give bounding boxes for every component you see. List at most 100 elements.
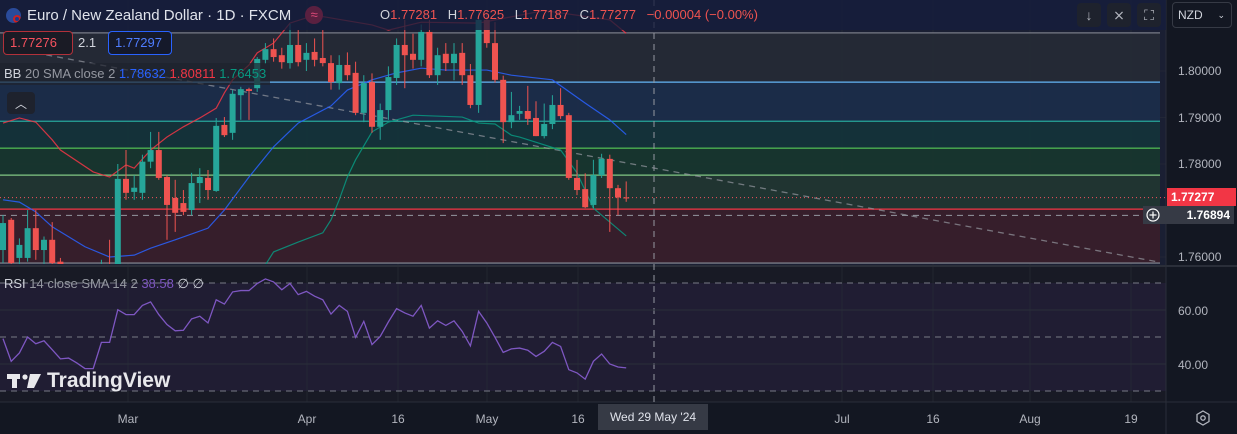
candle bbox=[492, 22, 498, 83]
candle-body bbox=[410, 53, 416, 60]
level-zone-fill bbox=[0, 121, 1160, 149]
sell-price: 1.77276 bbox=[10, 35, 57, 50]
candle-body bbox=[287, 44, 293, 64]
spread-value: 2.1 bbox=[78, 35, 97, 50]
time-label: 16 bbox=[926, 412, 940, 426]
candle bbox=[229, 90, 236, 140]
rsi-ma-value: ∅ bbox=[177, 276, 189, 291]
candle-body bbox=[598, 158, 605, 176]
close-value: 1.77277 bbox=[589, 7, 637, 22]
candle-body bbox=[295, 44, 302, 63]
close-key: C bbox=[579, 7, 590, 22]
candle-body bbox=[24, 228, 31, 258]
fullscreen-button[interactable]: ⛶ bbox=[1137, 3, 1161, 27]
candle-body bbox=[508, 115, 515, 123]
candle bbox=[565, 112, 572, 180]
rsi-extra-value: ∅ bbox=[192, 276, 204, 291]
candle bbox=[360, 75, 367, 123]
symbol-title[interactable]: Euro / New Zealand Dollar · 1D · FXCM ≈ bbox=[6, 6, 324, 24]
candle bbox=[123, 150, 129, 200]
market-status-icon[interactable]: ≈ bbox=[305, 6, 324, 24]
candle bbox=[467, 64, 474, 109]
candle bbox=[0, 215, 6, 264]
candle-body bbox=[565, 115, 572, 178]
bb-basis-line bbox=[2, 67, 627, 258]
bb-lower-line bbox=[265, 114, 627, 264]
candle bbox=[295, 30, 302, 67]
candle bbox=[32, 210, 39, 260]
candle-body bbox=[377, 110, 384, 127]
candle bbox=[451, 43, 457, 81]
rsi-label: RSI bbox=[4, 276, 26, 291]
collapse-legend-button[interactable]: ︿ bbox=[7, 92, 35, 114]
chevron-down-icon: ⌄ bbox=[1217, 10, 1225, 20]
candle-body bbox=[541, 124, 548, 137]
candle-body bbox=[451, 53, 457, 64]
plus-circle-icon[interactable] bbox=[1146, 208, 1160, 222]
time-label: Apr bbox=[297, 412, 317, 426]
level-zone-fill bbox=[0, 82, 1160, 122]
candle bbox=[385, 66, 392, 120]
candle bbox=[213, 117, 220, 192]
low-value: 1.77187 bbox=[522, 7, 569, 22]
scroll-down-button[interactable]: ↓ bbox=[1077, 3, 1101, 27]
candle-body bbox=[57, 261, 64, 264]
candle-body bbox=[393, 44, 400, 78]
tradingview-logo-icon bbox=[7, 374, 41, 388]
rsi-legend[interactable]: RSI 14 close SMA 14 2 38.58 ∅ ∅ bbox=[4, 276, 204, 292]
currency-select[interactable]: NZD ⌄ bbox=[1172, 2, 1232, 28]
candle-body bbox=[188, 183, 195, 211]
candle-body bbox=[590, 175, 597, 205]
sell-button[interactable]: 1.77276 bbox=[3, 31, 73, 55]
candle bbox=[393, 38, 400, 85]
crosshair-date-label: Wed 29 May '24 bbox=[598, 404, 708, 430]
bb-upper-value: 1.80811 bbox=[169, 66, 216, 81]
candle-body bbox=[606, 158, 613, 189]
candle bbox=[344, 52, 351, 81]
candle bbox=[24, 210, 31, 262]
candle bbox=[369, 73, 375, 133]
candle-body bbox=[360, 83, 367, 113]
collapse-pane-button[interactable]: ⨯ bbox=[1107, 3, 1131, 27]
candle-body bbox=[582, 189, 589, 208]
time-axis bbox=[0, 402, 1166, 434]
candle bbox=[574, 159, 580, 196]
candle-body bbox=[131, 187, 138, 192]
candle bbox=[262, 43, 269, 65]
bb-legend[interactable]: BB 20 SMA close 2 1.78632 1.80811 1.7645… bbox=[0, 63, 271, 85]
candle bbox=[164, 175, 170, 240]
candle-body bbox=[623, 197, 630, 199]
candle-body bbox=[262, 49, 269, 60]
scroll-down-icon: ↓ bbox=[1085, 7, 1093, 23]
rsi-tick: 60.00 bbox=[1178, 304, 1209, 318]
candle-body bbox=[533, 117, 539, 137]
candle-body bbox=[426, 31, 433, 76]
candle bbox=[246, 87, 252, 120]
settings-icon[interactable] bbox=[1195, 410, 1211, 426]
candle bbox=[401, 19, 408, 89]
candle bbox=[278, 47, 285, 69]
buy-button[interactable]: 1.77297 bbox=[108, 31, 172, 55]
candle-body bbox=[516, 110, 523, 114]
candle-body bbox=[270, 49, 277, 58]
candle-body bbox=[344, 64, 351, 76]
tradingview-logo[interactable]: TradingView bbox=[7, 369, 170, 393]
candle-body bbox=[147, 150, 154, 162]
candle-body bbox=[205, 177, 211, 191]
candle bbox=[418, 24, 425, 67]
candle-body bbox=[475, 19, 482, 105]
currency-value: NZD bbox=[1178, 8, 1203, 22]
high-key: H bbox=[447, 7, 458, 22]
candle-body bbox=[328, 63, 334, 83]
candle bbox=[319, 30, 326, 67]
candle bbox=[533, 101, 539, 137]
candle-body bbox=[196, 177, 203, 184]
candle-body bbox=[278, 55, 285, 63]
price-tick: 1.79000 bbox=[1178, 111, 1222, 125]
candle-body bbox=[336, 64, 343, 84]
level-zone-fill bbox=[0, 148, 1160, 176]
candle-body bbox=[319, 57, 326, 64]
candle-body bbox=[369, 82, 375, 127]
candle bbox=[410, 33, 416, 69]
